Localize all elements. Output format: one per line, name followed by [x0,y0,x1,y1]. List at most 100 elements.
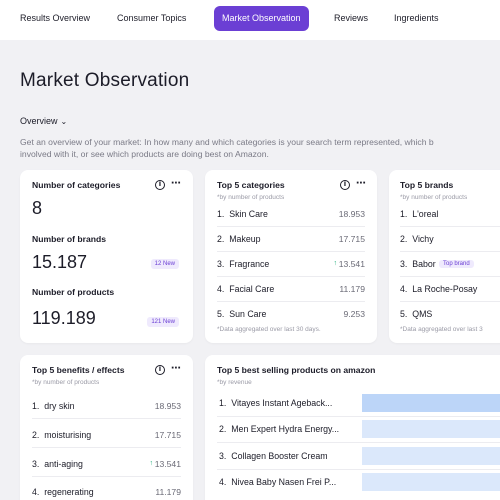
divider [400,276,500,277]
info-icon[interactable]: i [155,365,165,375]
list-item-name: 3. anti-aging [32,459,83,469]
list-item[interactable]: 2. Makeup 17.715 [205,234,377,259]
products-count-label: Number of products [32,287,115,297]
revenue-bar [362,447,500,465]
list-item-value: 18.953 [338,209,365,219]
product-item[interactable]: 4. Nivea Baby Nasen Frei P... [219,477,337,487]
best-selling-products-card: Top 5 best selling products on amazon *b… [205,355,500,500]
list-item-value: 17.715 [338,234,365,244]
products-count-value: 119.189 [32,308,96,328]
list-item-name: 4. Facial Care [217,284,275,294]
page-description: Get an overview of your market: In how m… [20,136,500,160]
info-icon[interactable]: i [340,180,350,190]
list-item-name: 3. Fragrance [217,259,270,269]
tab-market-observation[interactable]: Market Observation [214,6,309,31]
card-subtitle: *by number of products [217,194,285,201]
tab-consumer-topics[interactable]: Consumer Topics [117,13,187,23]
list-item-name: 2. Vichy [400,234,434,244]
divider [32,447,181,448]
trend-up-icon: ↑ [333,260,338,267]
list-item[interactable]: 5. Sun Care 9.253 [205,309,377,334]
list-item[interactable]: 3. Babor Top brand [389,259,500,284]
divider [217,301,365,302]
card-title: Top 5 best selling products on amazon [217,365,376,375]
list-item-value: 17.715 [154,430,181,440]
top-brand-badge: Top brand [439,260,474,268]
divider [217,416,500,417]
list-item[interactable]: 4. regenerating 11.179 [20,487,193,500]
divider [217,276,365,277]
card-subtitle: *by number of products [32,379,100,386]
revenue-bar [362,420,500,438]
list-item[interactable]: 1. Skin Care 18.953 [205,209,377,234]
tab-results-overview[interactable]: Results Overview [20,13,91,23]
list-item[interactable]: 5. QMS [389,309,500,334]
list-item-value: 13.541 [338,259,365,269]
list-item[interactable]: 1. L'oreal [389,209,500,234]
data-footnote: *Data aggregated over last 3 [400,326,483,333]
product-item[interactable]: 3. Collagen Booster Cream [219,451,328,461]
divider [400,226,500,227]
revenue-bar [362,394,500,412]
list-item-name: 1. L'oreal [400,209,439,219]
tab-reviews[interactable]: Reviews [334,13,369,23]
divider [400,301,500,302]
page-title: Market Observation [20,70,190,91]
list-item-name: 1. dry skin [32,401,75,411]
stats-card: Number of categories i ⋯ 8 Number of bra… [20,170,193,343]
list-item-name: 5. Sun Care [217,309,267,319]
list-item-value: 11.179 [339,284,365,294]
info-icon[interactable]: i [155,180,165,190]
card-subtitle: *by number of products [400,194,468,201]
card-title: Top 5 brands [400,180,454,190]
more-icon[interactable]: ⋯ [356,178,367,189]
view-selector-dropdown[interactable]: Overview ⌄ [20,116,67,126]
list-item[interactable]: 2. moisturising 17.715 [20,430,193,455]
list-item-value: 11.179 [155,487,181,497]
divider [217,251,365,252]
more-icon[interactable]: ⋯ [171,363,182,374]
page-description-line: Get an overview of your market: In how m… [20,137,434,147]
divider [217,469,500,470]
card-subtitle: *by revenue [217,379,252,386]
page-description-line: involved with it, or see which products … [20,149,269,159]
list-item[interactable]: 3. Fragrance ↑ 13.541 [205,259,377,284]
list-item-name: 5. QMS [400,309,433,319]
top-brands-card: Top 5 brands *by number of products 1. L… [389,170,500,343]
data-footnote: *Data aggregated over last 30 days. [217,326,321,333]
top-categories-card: Top 5 categories i ⋯ *by number of produ… [205,170,377,343]
revenue-bar [362,473,500,491]
brands-count-value: 15.187 [32,252,88,272]
divider [217,226,365,227]
list-item[interactable]: 4. Facial Care 11.179 [205,284,377,309]
list-item-value: 18.953 [154,401,181,411]
categories-count-value: 8 [32,198,43,218]
product-item[interactable]: 1. Vitayes Instant Ageback... [219,398,333,408]
top-benefits-card: Top 5 benefits / effects i ⋯ *by number … [20,355,193,500]
list-item-name: 4. regenerating [32,487,94,497]
list-item-name: 2. moisturising [32,430,92,440]
top-navigation: Results Overview Consumer Topics Market … [0,0,500,40]
list-item-name: 4. La Roche-Posay [400,284,478,294]
list-item-value: 9.253 [343,309,365,319]
brands-new-badge: 12 New [150,259,179,269]
list-item[interactable]: 4. La Roche-Posay [389,284,500,309]
divider [400,251,500,252]
product-item[interactable]: 2. Men Expert Hydra Energy... [219,424,340,434]
divider [32,476,181,477]
tab-ingredients[interactable]: Ingredients [394,13,439,23]
list-item-name: 1. Skin Care [217,209,268,219]
list-item[interactable]: 1. dry skin 18.953 [20,401,193,426]
categories-count-label: Number of categories [32,180,121,190]
brands-count-label: Number of brands [32,234,107,244]
divider [32,418,181,419]
view-selector-label: Overview [20,116,58,126]
list-item[interactable]: 2. Vichy [389,234,500,259]
divider [217,442,500,443]
more-icon[interactable]: ⋯ [171,178,182,189]
trend-up-icon: ↑ [149,460,154,467]
products-new-badge: 121 New [147,317,179,327]
card-title: Top 5 benefits / effects [32,365,125,375]
list-item-name: 3. Babor [400,259,436,269]
list-item[interactable]: 3. anti-aging ↑ 13.541 [20,459,193,484]
